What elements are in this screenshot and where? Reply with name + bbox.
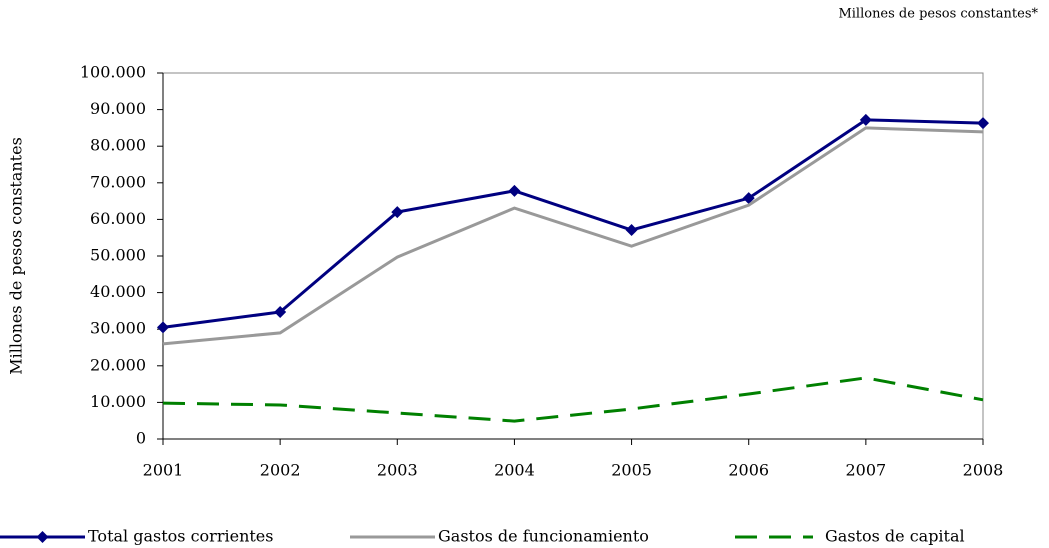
legend-marker xyxy=(36,531,49,543)
data-point xyxy=(157,321,169,334)
y-tick-label: 60.000 xyxy=(90,209,146,228)
plot-frame xyxy=(162,72,984,440)
data-point xyxy=(742,192,755,205)
data-point xyxy=(274,305,287,318)
series-line xyxy=(162,118,984,329)
x-tick-label: 2002 xyxy=(260,461,301,480)
data-point xyxy=(977,117,989,130)
data-point xyxy=(859,113,872,126)
chart-note: Millones de pesos constantes* xyxy=(838,7,1038,22)
legend-label: Gastos de capital xyxy=(825,527,965,546)
y-tick-label: 30.000 xyxy=(90,319,146,338)
y-tick-label: 90.000 xyxy=(90,99,146,118)
legend-label: Gastos de funcionamiento xyxy=(438,527,649,546)
y-tick-label: 70.000 xyxy=(90,172,146,191)
y-tick-label: 50.000 xyxy=(90,246,146,265)
y-tick-label: 0 xyxy=(136,429,146,448)
x-tick-label: 2006 xyxy=(728,461,769,480)
x-tick-label: 2007 xyxy=(845,461,886,480)
data-point xyxy=(625,224,638,237)
y-tick-label: 20.000 xyxy=(90,355,146,374)
data-point xyxy=(508,184,521,197)
series-line xyxy=(162,126,984,346)
x-tick-label: 2005 xyxy=(611,461,652,480)
y-axis-label: Millones de pesos constantes xyxy=(7,137,26,375)
series-line xyxy=(162,376,984,423)
x-tick-label: 2004 xyxy=(494,461,535,480)
y-tick-label: 100.000 xyxy=(80,63,146,82)
x-tick-label: 2008 xyxy=(963,461,1004,480)
x-tick-label: 2003 xyxy=(377,461,418,480)
y-tick-label: 10.000 xyxy=(90,392,146,411)
data-point xyxy=(391,206,404,219)
y-tick-label: 80.000 xyxy=(90,136,146,155)
legend-label: Total gastos corrientes xyxy=(88,527,273,546)
y-tick-label: 40.000 xyxy=(90,282,146,301)
x-tick-label: 2001 xyxy=(143,461,184,480)
